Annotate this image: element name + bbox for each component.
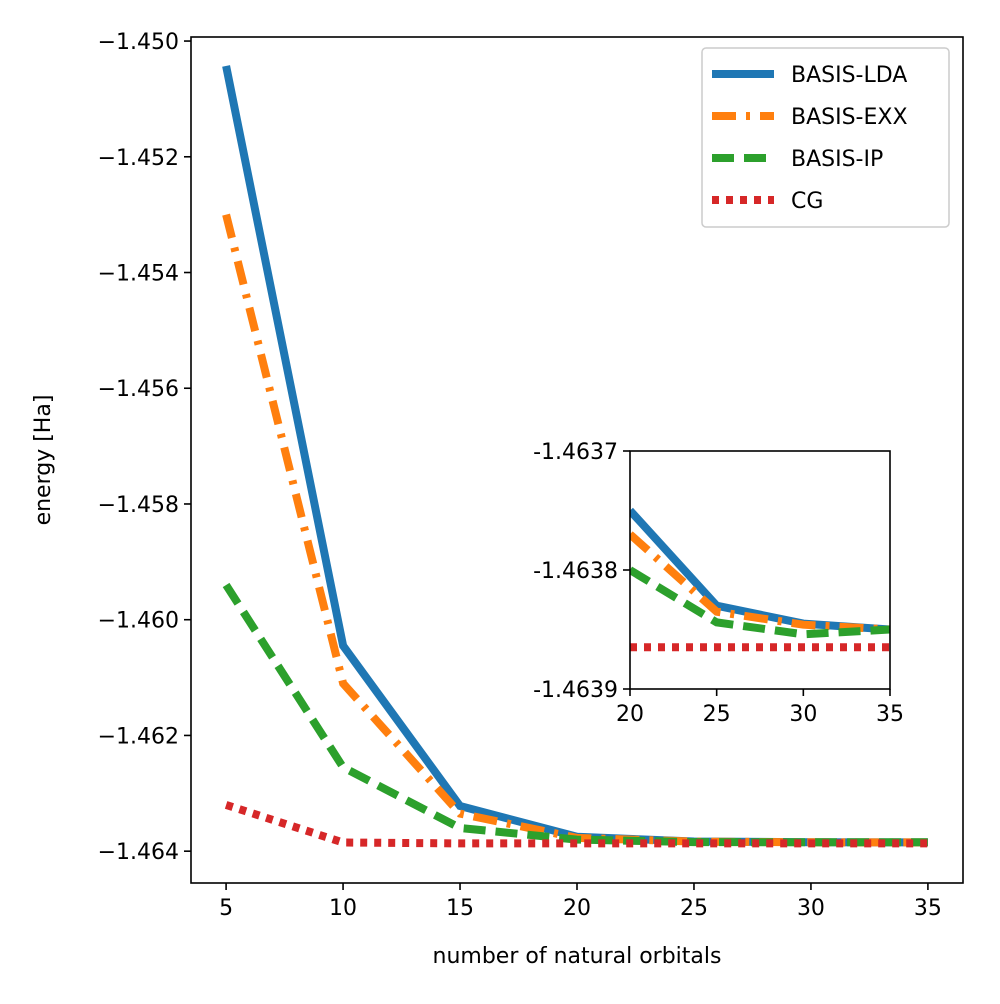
y-tick-label-7: −1.464 bbox=[98, 840, 179, 865]
inset-y-tick-label-2: -1.4639 bbox=[533, 678, 618, 703]
x-tick-label-30: 30 bbox=[797, 896, 825, 921]
inset-y-ticks: -1.4637 -1.4638 -1.4639 bbox=[533, 440, 630, 703]
inset-x-tick-label-35: 35 bbox=[876, 702, 904, 727]
main-series-group bbox=[222, 65, 928, 848]
main-x-ticks: 5 10 15 20 25 30 35 bbox=[219, 883, 942, 921]
legend-label-basis-lda: BASIS-LDA bbox=[791, 63, 907, 88]
legend-entries: BASIS-LDA BASIS-EXX BASIS-IP CG bbox=[712, 63, 908, 214]
legend-box bbox=[701, 47, 950, 228]
y-tick-label-0: −1.450 bbox=[98, 30, 179, 55]
inset-series-line-basis-ip bbox=[630, 566, 890, 639]
y-tick-label-3: −1.456 bbox=[98, 377, 179, 402]
y-tick-label-2: −1.454 bbox=[98, 262, 179, 287]
y-tick-label-1: −1.452 bbox=[98, 146, 179, 171]
inset-x-ticks: 20 25 30 35 bbox=[616, 689, 904, 727]
main-y-ticks: −1.450 −1.452 −1.454 −1.456 −1.458 −1.460 −1.4… bbox=[98, 30, 191, 865]
x-tick-label-15: 15 bbox=[446, 896, 474, 921]
inset-x-tick-label-25: 25 bbox=[703, 702, 731, 727]
inset-y-tick-label-1: -1.4638 bbox=[533, 559, 618, 584]
inset-series-line-basis-exx bbox=[630, 531, 890, 634]
legend-label-cg: CG bbox=[791, 189, 823, 214]
x-tick-label-25: 25 bbox=[680, 896, 708, 921]
x-tick-label-20: 20 bbox=[563, 896, 591, 921]
x-axis-label: number of natural orbitals bbox=[433, 944, 722, 969]
y-tick-label-6: −1.462 bbox=[98, 724, 179, 749]
y-tick-label-4: −1.458 bbox=[98, 493, 179, 518]
inset-x-tick-label-20: 20 bbox=[616, 702, 644, 727]
x-tick-label-10: 10 bbox=[329, 896, 357, 921]
inset-series-group bbox=[630, 507, 890, 652]
series-line-cg bbox=[224, 801, 928, 848]
main-plot: 5 10 15 20 25 30 35 −1.450−1.452−1.454−1.456−1… bbox=[31, 30, 964, 969]
y-tick-label-5: −1.460 bbox=[98, 609, 179, 634]
x-tick-label-35: 35 bbox=[914, 896, 942, 921]
legend-label-basis-exx: BASIS-EXX bbox=[791, 105, 908, 130]
x-tick-label-5: 5 bbox=[219, 896, 233, 921]
inset-x-tick-label-30: 30 bbox=[789, 702, 817, 727]
legend-label-basis-ip: BASIS-IP bbox=[791, 147, 883, 172]
inset-y-tick-label-0: -1.4637 bbox=[533, 440, 618, 465]
y-axis-label: energy [Ha] bbox=[31, 395, 56, 526]
legend: BASIS-LDA BASIS-EXX BASIS-IP CG bbox=[701, 47, 950, 228]
inset-plot: 20 25 30 35 -1.4637 -1.4638 -1.4639 bbox=[533, 440, 904, 727]
